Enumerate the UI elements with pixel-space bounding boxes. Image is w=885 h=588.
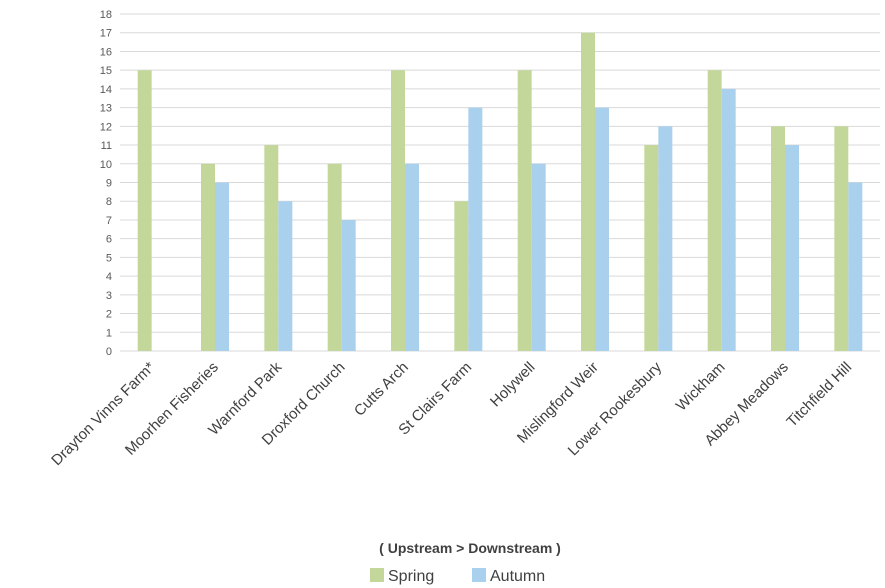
- x-category-label: Titchfield Hill: [783, 359, 855, 431]
- y-tick-label: 1: [106, 327, 112, 339]
- y-tick-label: 15: [100, 65, 112, 77]
- bar-spring: [707, 70, 722, 352]
- legend-label-spring: Spring: [388, 568, 434, 585]
- legend-label-autumn: Autumn: [490, 568, 545, 585]
- bar-autumn: [341, 219, 356, 351]
- bar-autumn: [531, 163, 546, 351]
- bar-autumn: [658, 126, 673, 351]
- x-category-label: Wickham: [673, 359, 729, 415]
- y-tick-label: 9: [106, 178, 112, 190]
- bar-autumn: [785, 145, 799, 351]
- bars: [137, 32, 863, 352]
- y-tick-label: 4: [106, 271, 112, 283]
- bar-spring: [327, 163, 342, 351]
- bar-autumn: [468, 107, 483, 351]
- x-category-label: Cutts Arch: [351, 359, 412, 420]
- y-tick-label: 6: [106, 234, 112, 246]
- bar-spring: [581, 32, 595, 351]
- bar-autumn: [721, 88, 736, 351]
- bar-autumn: [278, 201, 293, 351]
- y-tick-label: 5: [106, 252, 112, 264]
- bar-autumn: [848, 182, 863, 351]
- y-tick-label: 0: [106, 346, 112, 358]
- legend: Spring Autumn: [370, 568, 545, 585]
- y-tick-label: 8: [106, 196, 112, 208]
- legend-swatch-spring: [370, 568, 384, 582]
- y-tick-label: 7: [106, 215, 112, 227]
- bar-spring: [454, 201, 469, 351]
- y-tick-label: 14: [100, 84, 112, 96]
- bar-spring: [644, 145, 659, 351]
- bar-spring: [771, 126, 785, 351]
- y-tick-label: 13: [100, 103, 112, 115]
- bar-spring: [201, 163, 215, 351]
- x-category-label: Holywell: [487, 359, 539, 411]
- bar-spring: [137, 70, 152, 352]
- x-axis-categories: Drayton Vinns Farm*Moorhen FisheriesWarn…: [48, 358, 855, 469]
- bar-spring: [834, 126, 849, 351]
- x-category-label: Drayton Vinns Farm*: [48, 359, 158, 469]
- legend-swatch-autumn: [472, 568, 486, 582]
- bar-autumn: [595, 107, 609, 351]
- y-tick-label: 3: [106, 290, 112, 302]
- bar-spring: [517, 70, 532, 352]
- y-tick-label: 18: [100, 9, 112, 21]
- bar-autumn: [405, 163, 419, 351]
- y-tick-label: 16: [100, 46, 112, 58]
- y-tick-label: 10: [100, 159, 112, 171]
- y-tick-label: 12: [100, 121, 112, 133]
- bar-spring: [264, 145, 279, 351]
- y-tick-label: 11: [101, 140, 112, 152]
- bar-autumn: [215, 182, 229, 351]
- y-tick-label: 17: [100, 28, 112, 40]
- y-tick-label: 2: [106, 309, 112, 321]
- x-axis-label: ( Upstream > Downstream ): [379, 540, 561, 556]
- gridlines: [120, 13, 880, 352]
- bar-spring: [391, 70, 405, 352]
